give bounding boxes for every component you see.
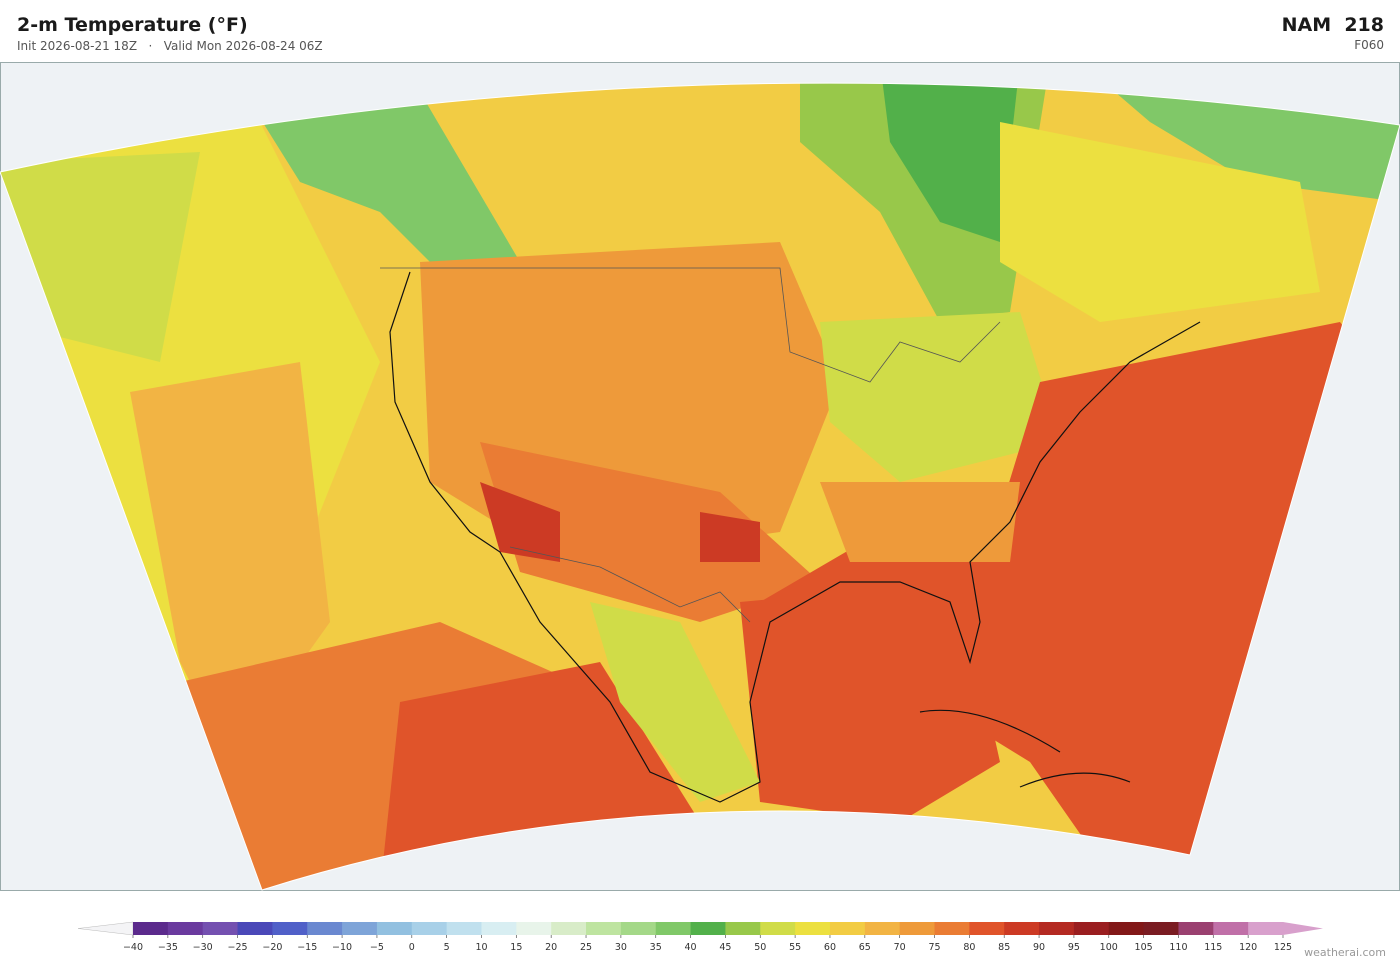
border	[509, 546, 751, 623]
colorbar-tick-label: 100	[1100, 942, 1118, 953]
colorbar-swatch	[202, 922, 239, 935]
colorbar-tick-label: 120	[1239, 942, 1257, 953]
map-title: 2-m Temperature (°F)	[17, 14, 248, 36]
colorbar: −40 −35 −30 −25 −20 −15 −10 −5 0 5 10 15 20 25 30 35 40 4…	[77, 921, 1323, 953]
colorbar-swatch	[481, 922, 517, 935]
credit: weatherai.com	[1304, 946, 1386, 959]
colorbar-swatch	[167, 922, 204, 935]
colorbar-tick-label: 110	[1169, 942, 1187, 953]
colorbar-swatch	[342, 922, 378, 935]
colorbar-swatch	[516, 922, 552, 935]
colorbar-swatch	[1039, 922, 1075, 935]
colorbar-over	[1283, 922, 1323, 935]
colorbar-tick-label: 25	[580, 942, 592, 953]
colorbar-swatch	[1213, 922, 1249, 935]
colorbar-swatch	[446, 922, 482, 935]
domain-outline	[0, 82, 1400, 891]
colorbar-swatch	[411, 922, 448, 935]
colorbar-tick-label: 15	[510, 942, 522, 953]
colorbar-swatch	[272, 922, 308, 935]
colorbar-tick-label: −25	[228, 942, 248, 953]
colorbar-swatch	[551, 922, 587, 935]
colorbar-swatch	[1004, 922, 1040, 935]
colorbar-swatch	[1108, 922, 1145, 935]
colorbar-swatch	[1143, 922, 1179, 935]
border	[380, 267, 1001, 383]
colorbar-swatch	[864, 922, 901, 935]
colorbar-tick-label: −40	[123, 942, 143, 953]
colorbar-swatch	[899, 922, 936, 935]
colorbar-swatch	[934, 922, 970, 935]
colorbar-swatch	[969, 922, 1005, 935]
colorbar-swatch	[1178, 922, 1214, 935]
colorbar-swatch	[795, 922, 831, 935]
colorbar-swatch	[376, 922, 413, 935]
colorbar-tick-label: 105	[1135, 942, 1153, 953]
colorbar-tick-label: −10	[332, 942, 352, 953]
colorbar-swatch	[690, 922, 726, 935]
colorbar-tick-label: 95	[1068, 942, 1080, 953]
colorbar-tick-label: 85	[998, 942, 1010, 953]
colorbar-swatch	[760, 922, 796, 935]
colorbar-swatch	[237, 922, 273, 935]
map-subtitle: Init 2026-08-21 18Z · Valid Mon 2026-08-…	[17, 39, 323, 53]
colorbar-tick-label: −30	[193, 942, 213, 953]
colorbar-swatch	[829, 922, 866, 935]
colorbar-tick-label: 90	[1033, 942, 1045, 953]
map	[0, 62, 1400, 891]
colorbar-swatch	[655, 922, 692, 935]
colorbar-tick-label: 35	[650, 942, 662, 953]
colorbar-swatch	[1248, 922, 1284, 935]
colorbar-swatch	[133, 922, 169, 935]
forecast-hour: F060	[1354, 38, 1384, 52]
coastline	[389, 271, 1201, 803]
colorbar-swatch	[725, 922, 761, 935]
colorbar-swatch	[586, 922, 622, 935]
colorbar-tick-label: 0	[409, 942, 415, 953]
colorbar-tick-label: 50	[754, 942, 766, 953]
colorbar-swatch	[1073, 922, 1110, 935]
colorbar-tick-label: 75	[928, 942, 940, 953]
colorbar-tick-label: 80	[963, 942, 975, 953]
colorbar-under	[77, 921, 134, 936]
colorbar-tick-label: 55	[789, 942, 801, 953]
colorbar-tick-label: 125	[1274, 942, 1292, 953]
island	[919, 709, 1131, 788]
colorbar-tick-label: −35	[158, 942, 178, 953]
colorbar-tick-label: −5	[370, 942, 384, 953]
colorbar-tick-label: −20	[262, 942, 282, 953]
colorbar-tick-label: −15	[297, 942, 317, 953]
colorbar-tick-label: 70	[894, 942, 906, 953]
colorbar-tick-label: 45	[719, 942, 731, 953]
colorbar-tick-label: 10	[475, 942, 487, 953]
colorbar-tick-label: 115	[1204, 942, 1222, 953]
model-name: NAM 218	[1281, 14, 1384, 36]
colorbar-tick-label: 5	[444, 942, 450, 953]
colorbar-tick-label: 20	[545, 942, 557, 953]
colorbar-tick-label: 65	[859, 942, 871, 953]
colorbar-swatch	[620, 922, 657, 935]
colorbar-tick-label: 60	[824, 942, 836, 953]
colorbar-swatch	[307, 922, 343, 935]
colorbar-tick-label: 30	[615, 942, 627, 953]
colorbar-tick-label: 40	[685, 942, 697, 953]
